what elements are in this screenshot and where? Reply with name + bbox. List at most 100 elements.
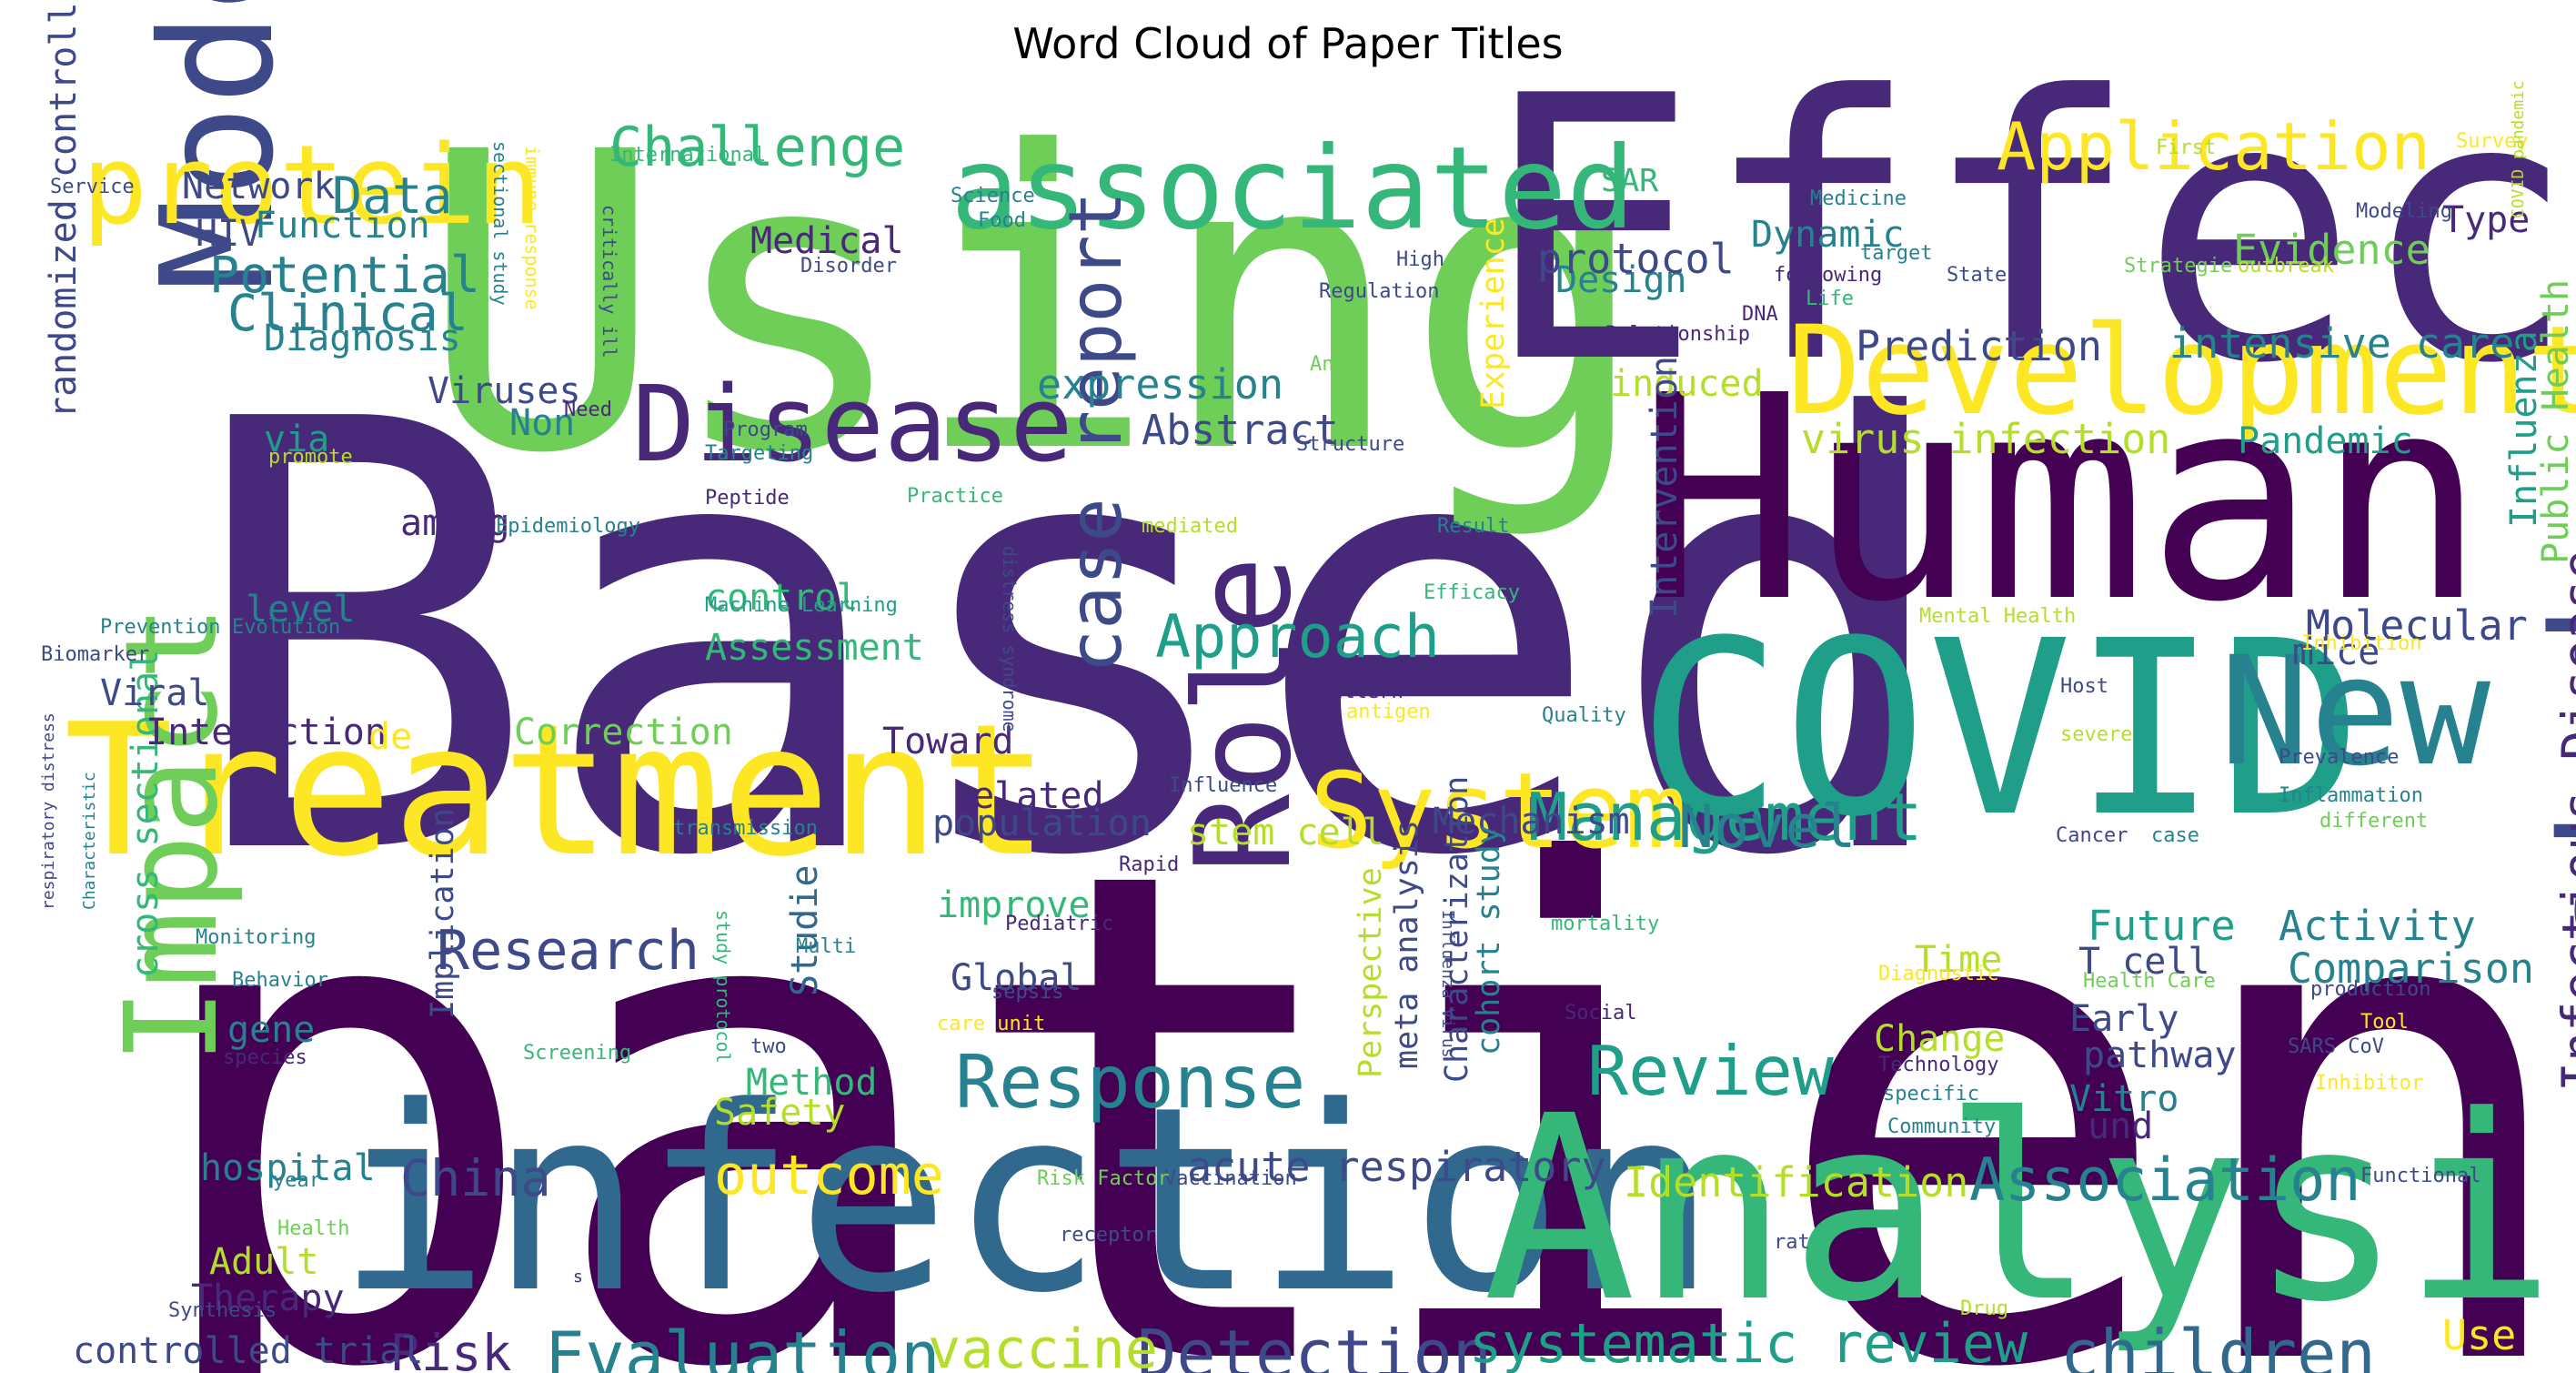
word-vitro: Vitro: [2069, 1078, 2179, 1120]
word-adult: Adult: [209, 1241, 319, 1283]
word-network: Network: [182, 166, 336, 207]
word-tool: Tool: [2360, 1011, 2409, 1034]
word-prevalence: Prevalence: [2279, 746, 2400, 769]
word-response: Response: [955, 1040, 1306, 1125]
word-case: case: [2151, 824, 2199, 847]
word-rat: rat: [1774, 1231, 1810, 1254]
word-viruses: Viruses: [428, 370, 581, 412]
word-associated: associated: [951, 123, 1635, 255]
word-host: Host: [2060, 675, 2108, 698]
word-behavior: Behavior: [232, 969, 328, 992]
word-diagnosis: Diagnosis: [264, 318, 461, 359]
word-application: Application: [1997, 108, 2430, 185]
word-infectious-disease: Infectious Disease: [2551, 549, 2576, 1092]
word-modeling: Modeling: [2356, 200, 2452, 223]
word-science: Science: [951, 185, 1035, 207]
word-change: Change: [1874, 1018, 2006, 1060]
word-using: Using: [418, 66, 1651, 543]
word-immune-response: immune response: [521, 146, 543, 310]
word-targeting: Targeting: [705, 442, 814, 465]
word-different: different: [2319, 810, 2429, 833]
word-multi: Multi: [796, 935, 857, 958]
word-care-unit: care unit: [937, 1013, 1046, 1035]
word-practice: Practice: [907, 485, 1003, 508]
word-respiratory-distress: respiratory distress: [39, 712, 58, 910]
word-cohort-study: cohort study: [1471, 825, 1507, 1055]
word-peptide: Peptide: [705, 487, 790, 510]
word-disease: Disease: [632, 364, 1073, 486]
word-intervention: Intervention: [1644, 356, 1685, 619]
word-expression: expression: [1037, 360, 1283, 409]
word-promote: promote: [268, 446, 353, 469]
word-function: Function: [255, 205, 430, 247]
word-data: Data: [332, 167, 453, 225]
word-pandemic: Pandemic: [2238, 420, 2413, 462]
word-result: Result: [1437, 515, 1510, 538]
word-antigen: antigen: [1346, 701, 1431, 723]
word-non: Non: [509, 402, 576, 444]
word-type: Type: [2442, 199, 2531, 241]
word-critically-ill: critically ill: [599, 205, 620, 358]
word-sars-cov: SARS CoV: [2288, 1035, 2384, 1058]
word-receptor: receptor: [1060, 1224, 1156, 1247]
word-cancer: Cancer: [2056, 824, 2128, 847]
word-production: production: [2310, 978, 2431, 1001]
word-vaccination: Vaccination: [1164, 1167, 1297, 1190]
word-control: control: [705, 577, 859, 619]
word-dynamic: Dynamic: [1751, 214, 1905, 256]
word-target: target: [1860, 242, 1933, 265]
word-evidence: Evidence: [2233, 226, 2430, 274]
word-human: Human: [1637, 336, 2487, 664]
word-future: Future: [2088, 902, 2236, 950]
word-social: Social: [1565, 1002, 1637, 1025]
word-induced: induced: [1610, 363, 1764, 405]
word-intensive-care: intensive care: [2169, 319, 2515, 368]
word-randomized-controlled: randomized controlled: [43, 0, 85, 419]
word-high: High: [1396, 248, 1444, 271]
word-correction: Correction: [514, 712, 733, 753]
word-population: population: [932, 803, 1152, 844]
word-service: Service: [50, 176, 135, 198]
word-level: level: [246, 589, 356, 631]
word-mice: mice: [2292, 631, 2380, 673]
word-covid: COVID: [1637, 590, 2363, 870]
word-perspective: Perspective: [1353, 867, 1389, 1078]
word-structure: Structure: [1296, 433, 1405, 456]
word-review: Review: [1587, 1031, 1834, 1111]
word-hospital: hospital: [200, 1147, 376, 1189]
word-medical: Medical: [750, 220, 904, 262]
word-influenza: Influenza: [2503, 330, 2545, 528]
word-new: New: [2219, 624, 2491, 799]
word-sar: SAR: [1601, 163, 1659, 199]
word-synthesis: Synthesis: [168, 1299, 277, 1322]
word-case-report: case report: [1053, 191, 1138, 673]
word-evolution: Evolution: [232, 616, 341, 639]
word-based: Based: [182, 298, 1962, 985]
word-program: Program: [723, 419, 808, 441]
word-viral: Viral: [100, 672, 210, 714]
word-food: Food: [978, 209, 1026, 232]
word-sepsis: sepsis: [991, 981, 1064, 1004]
word-hiv: HIV: [196, 213, 262, 255]
word-comparison: Comparison: [2288, 944, 2534, 993]
word-life: Life: [1806, 288, 1854, 310]
word-screening: Screening: [523, 1042, 632, 1065]
word-mechanism: Mechanism: [1433, 801, 1630, 843]
word-development: Development: [1787, 299, 2576, 442]
word-detection: Detection: [1137, 1316, 1493, 1373]
word-quality: Quality: [1542, 704, 1626, 727]
word-studie: Studie: [784, 864, 826, 997]
word-effect: Effect: [1483, 20, 2576, 443]
word-implication: Implication: [425, 808, 461, 1019]
word-pediatric: Pediatric: [1005, 913, 1114, 935]
word-efficacy: Efficacy: [1424, 581, 1520, 604]
word-influenza-virus: Influenza Virus: [1438, 910, 1457, 1058]
word-improve: improve: [937, 884, 1091, 926]
word-survey: Survey: [2456, 130, 2529, 153]
word-abstract: Abstract: [1142, 406, 1339, 454]
word-covid-pandemic: COVID pandemic: [2509, 80, 2528, 218]
word-challenge: Challenge: [609, 116, 906, 179]
word-health: Health: [277, 1217, 350, 1240]
word-pattern: Pattern: [1319, 681, 1404, 703]
